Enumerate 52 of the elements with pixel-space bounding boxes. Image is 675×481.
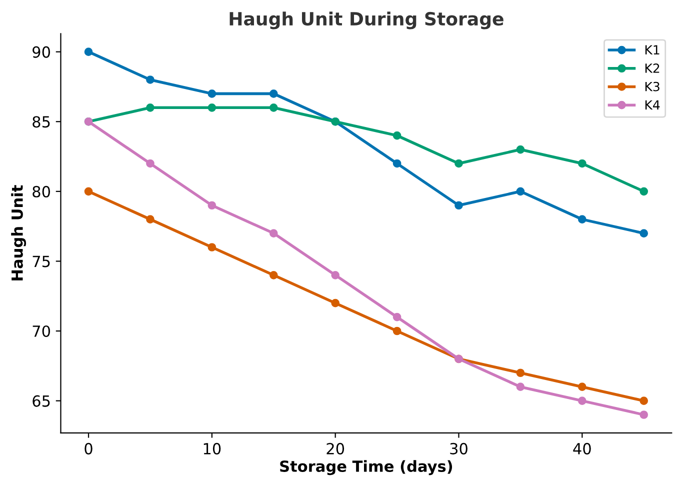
y-tick-label: 85 (32, 116, 50, 128)
point (269, 103, 278, 112)
point (454, 201, 463, 210)
y-tick-label: 90 (32, 46, 50, 58)
point (578, 159, 586, 168)
y-tick-label: 65 (32, 395, 50, 407)
point (392, 159, 402, 168)
point (578, 396, 586, 405)
point (84, 48, 93, 56)
x-axis-title: Storage Time (days) (280, 460, 452, 476)
point (269, 270, 278, 280)
point (640, 229, 648, 238)
point (640, 396, 648, 405)
chart-title: Haugh Unit During Storage (230, 12, 504, 30)
point (269, 229, 278, 238)
x-tick-label: 0 (84, 442, 92, 454)
point (516, 382, 525, 391)
point (208, 201, 216, 210)
point (454, 159, 463, 168)
point (331, 270, 340, 280)
y-tick-label: 80 (32, 186, 50, 198)
point (516, 368, 525, 378)
point (146, 159, 154, 168)
point (578, 382, 586, 391)
point (516, 187, 525, 196)
point (392, 326, 402, 336)
point (84, 187, 93, 196)
x-tick-label: 40 (573, 442, 591, 454)
x-tick-label: 10 (204, 442, 221, 454)
y-tick-label: 75 (32, 256, 50, 268)
x-tick-label: 30 (450, 442, 468, 454)
legend-label: K2 (645, 63, 660, 73)
point (208, 90, 216, 98)
y-axis-title: Haugh Unit (11, 185, 26, 280)
point (516, 145, 525, 154)
point (640, 410, 648, 419)
point (331, 298, 340, 308)
point (146, 215, 154, 224)
legend-label: K1 (645, 45, 660, 54)
point (208, 243, 216, 252)
point (146, 76, 154, 84)
legend-label: K4 (645, 100, 660, 110)
legend-label: K3 (645, 82, 660, 92)
y-tick-label: 70 (32, 325, 50, 338)
x-tick-label: 20 (326, 442, 344, 454)
point (208, 103, 216, 112)
point (146, 103, 154, 112)
point (578, 215, 586, 224)
point (269, 90, 278, 98)
point (640, 187, 648, 196)
point (392, 131, 402, 140)
point (392, 312, 402, 322)
